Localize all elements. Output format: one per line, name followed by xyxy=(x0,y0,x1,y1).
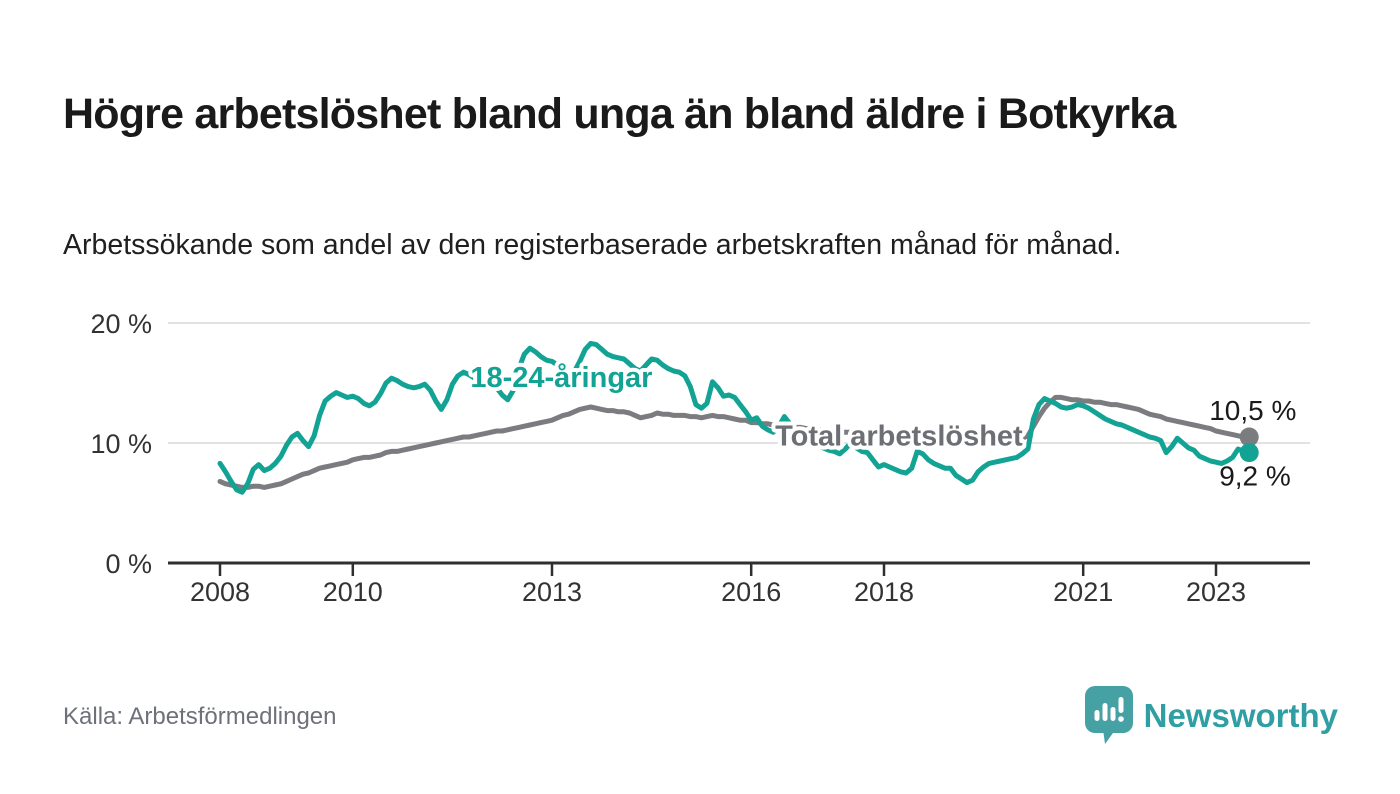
y-tick-label: 0 % xyxy=(105,549,152,579)
page-title: Högre arbetslöshet bland unga än bland ä… xyxy=(63,89,1176,138)
series-line-18-24-åringar xyxy=(217,340,1252,495)
source-note: Källa: Arbetsförmedlingen xyxy=(63,703,337,730)
series-label: Total arbetslöshet xyxy=(775,420,1023,452)
x-tick-label: 2010 xyxy=(323,577,383,607)
bar-chart-speech-bubble-icon xyxy=(1084,686,1133,744)
x-axis: 2008 2010 2013 2016 2018 2021 2023 xyxy=(168,561,1310,607)
y-tick-label: 10 % xyxy=(90,429,152,459)
series-line-total-arbetslöshet xyxy=(217,394,1252,490)
brand-logo: Newsworthy xyxy=(1084,686,1338,745)
x-tick-label: 2013 xyxy=(522,577,582,607)
page-subtitle: Arbetssökande som andel av den registerb… xyxy=(63,228,1122,261)
x-tick-label: 2008 xyxy=(190,577,250,607)
end-value-label: 9,2 % xyxy=(1219,461,1291,492)
series-label: 18-24-åringar xyxy=(470,362,652,394)
data-series xyxy=(217,340,1252,495)
x-tick-label: 2016 xyxy=(721,577,781,607)
end-value-label: 10,5 % xyxy=(1209,395,1296,426)
gridlines: 0 % 10 % 20 % xyxy=(90,309,1310,579)
x-tick-label: 2021 xyxy=(1053,577,1113,607)
x-tick-label: 2018 xyxy=(854,577,914,607)
y-tick-label: 20 % xyxy=(90,309,152,339)
end-dot-total-arbetslöshet xyxy=(1239,427,1259,447)
x-tick-label: 2023 xyxy=(1186,577,1246,607)
end-dot-18-24-åringar xyxy=(1239,443,1259,463)
series-labels: 18-24-åringar Total arbetslöshet 10,5 % 9,2… xyxy=(466,358,1296,492)
brand-name: Newsworthy xyxy=(1143,696,1338,734)
